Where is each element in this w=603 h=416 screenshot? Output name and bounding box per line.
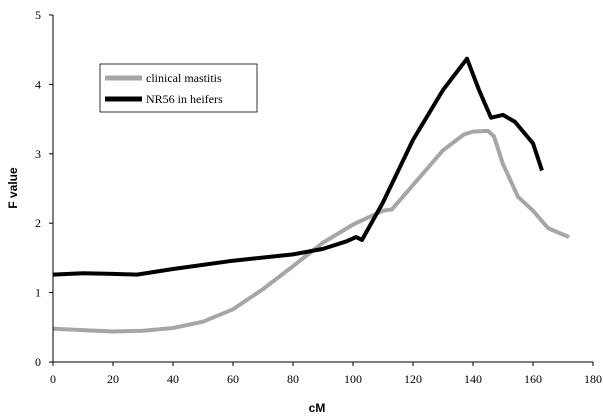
legend-label-nr56-in-heifers: NR56 in heifers <box>146 92 223 106</box>
x-tick-label: 20 <box>107 372 119 386</box>
y-ticks: 0 1 2 3 4 5 <box>35 8 53 369</box>
x-tick-label: 60 <box>227 372 239 386</box>
y-tick-label: 0 <box>35 355 41 369</box>
y-tick-label: 5 <box>35 8 41 22</box>
x-tick-label: 160 <box>524 372 542 386</box>
legend-label-clinical-mastitis: clinical mastitis <box>146 71 222 85</box>
y-tick-label: 2 <box>35 216 41 230</box>
legend: clinical mastitis NR56 in heifers <box>99 63 258 113</box>
x-tick-label: 0 <box>50 372 56 386</box>
series-line-clinical-mastitis <box>52 128 570 334</box>
legend-box <box>99 63 258 113</box>
x-tick-label: 80 <box>287 372 299 386</box>
y-tick-label: 3 <box>35 147 41 161</box>
plot-lines <box>52 56 570 334</box>
x-tick-label: 40 <box>167 372 179 386</box>
y-tick-label: 1 <box>35 286 41 300</box>
x-tick-label: 100 <box>344 372 362 386</box>
x-tick-label: 120 <box>404 372 422 386</box>
axes <box>52 15 593 363</box>
series-line-nr56-in-heifers <box>52 56 544 277</box>
x-tick-label: 180 <box>584 372 602 386</box>
y-axis-title: F value <box>6 167 20 209</box>
y-tick-label: 4 <box>35 77 41 91</box>
x-axis-title: cM <box>309 401 326 415</box>
x-ticks: 0 20 40 60 80 100 120 140 160 180 <box>50 362 602 386</box>
x-tick-label: 140 <box>464 372 482 386</box>
